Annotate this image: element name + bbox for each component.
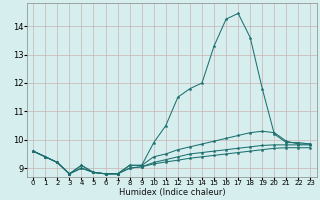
X-axis label: Humidex (Indice chaleur): Humidex (Indice chaleur) — [118, 188, 225, 197]
